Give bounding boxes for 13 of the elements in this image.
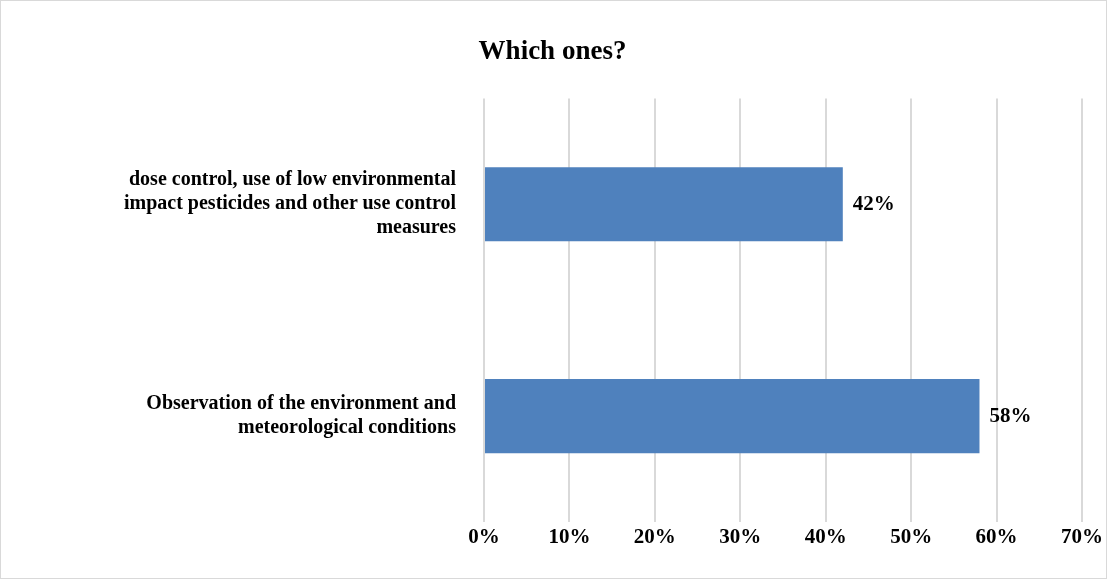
x-tick-label: 70% [1061, 524, 1103, 549]
x-tick-label: 10% [548, 524, 591, 549]
x-tick-label: 20% [633, 524, 676, 549]
chart-title: Which ones? [478, 35, 627, 66]
y-tick-label: Observation of the environment and meteorological conditions [146, 391, 457, 439]
data-label: 42% [852, 190, 895, 215]
data-label: 58% [989, 402, 1032, 427]
x-tick-label: 30% [719, 524, 762, 549]
y-tick-label: dose control, use of low environmental impact pesticides and other use control measures [123, 167, 457, 238]
x-tick-label: 60% [975, 524, 1018, 549]
x-tick-label: 50% [890, 524, 933, 549]
x-tick-label: 40% [804, 524, 847, 549]
x-tick-label: 0% [468, 524, 500, 549]
